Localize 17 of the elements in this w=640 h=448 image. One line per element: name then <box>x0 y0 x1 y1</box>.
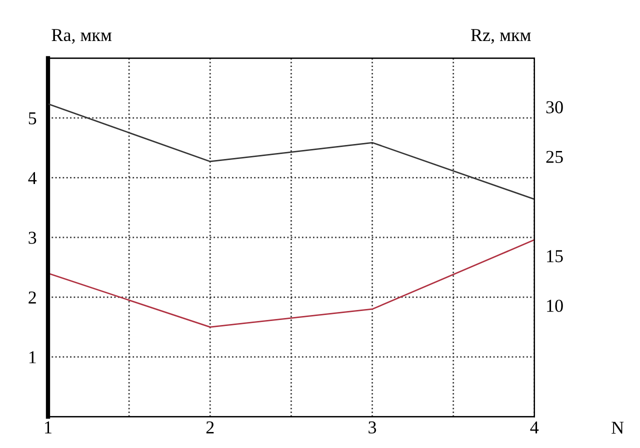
y2-tick-label: 25 <box>546 150 563 163</box>
line-series <box>48 239 534 328</box>
x-tick-label: 1 <box>45 421 52 434</box>
y-tick-label: 3 <box>28 232 36 244</box>
y-tick-label: 2 <box>28 291 36 304</box>
y2-axis-title: Rz, мкм <box>471 29 531 44</box>
y-tick-label: 5 <box>28 112 36 124</box>
x-tick-label: 4 <box>530 421 539 434</box>
y2-tick-label: 30 <box>546 101 563 114</box>
x-axis-title: N <box>612 422 624 434</box>
y-tick-label: 4 <box>28 172 37 184</box>
x-tick-label: 2 <box>206 421 214 434</box>
y2-tick-label: 10 <box>547 300 563 312</box>
x-tick-label: 3 <box>368 421 376 434</box>
y-tick-label: 1 <box>29 351 36 364</box>
y-axis-title: Ra, мкм <box>52 29 112 44</box>
y2-tick-label: 15 <box>547 250 563 262</box>
